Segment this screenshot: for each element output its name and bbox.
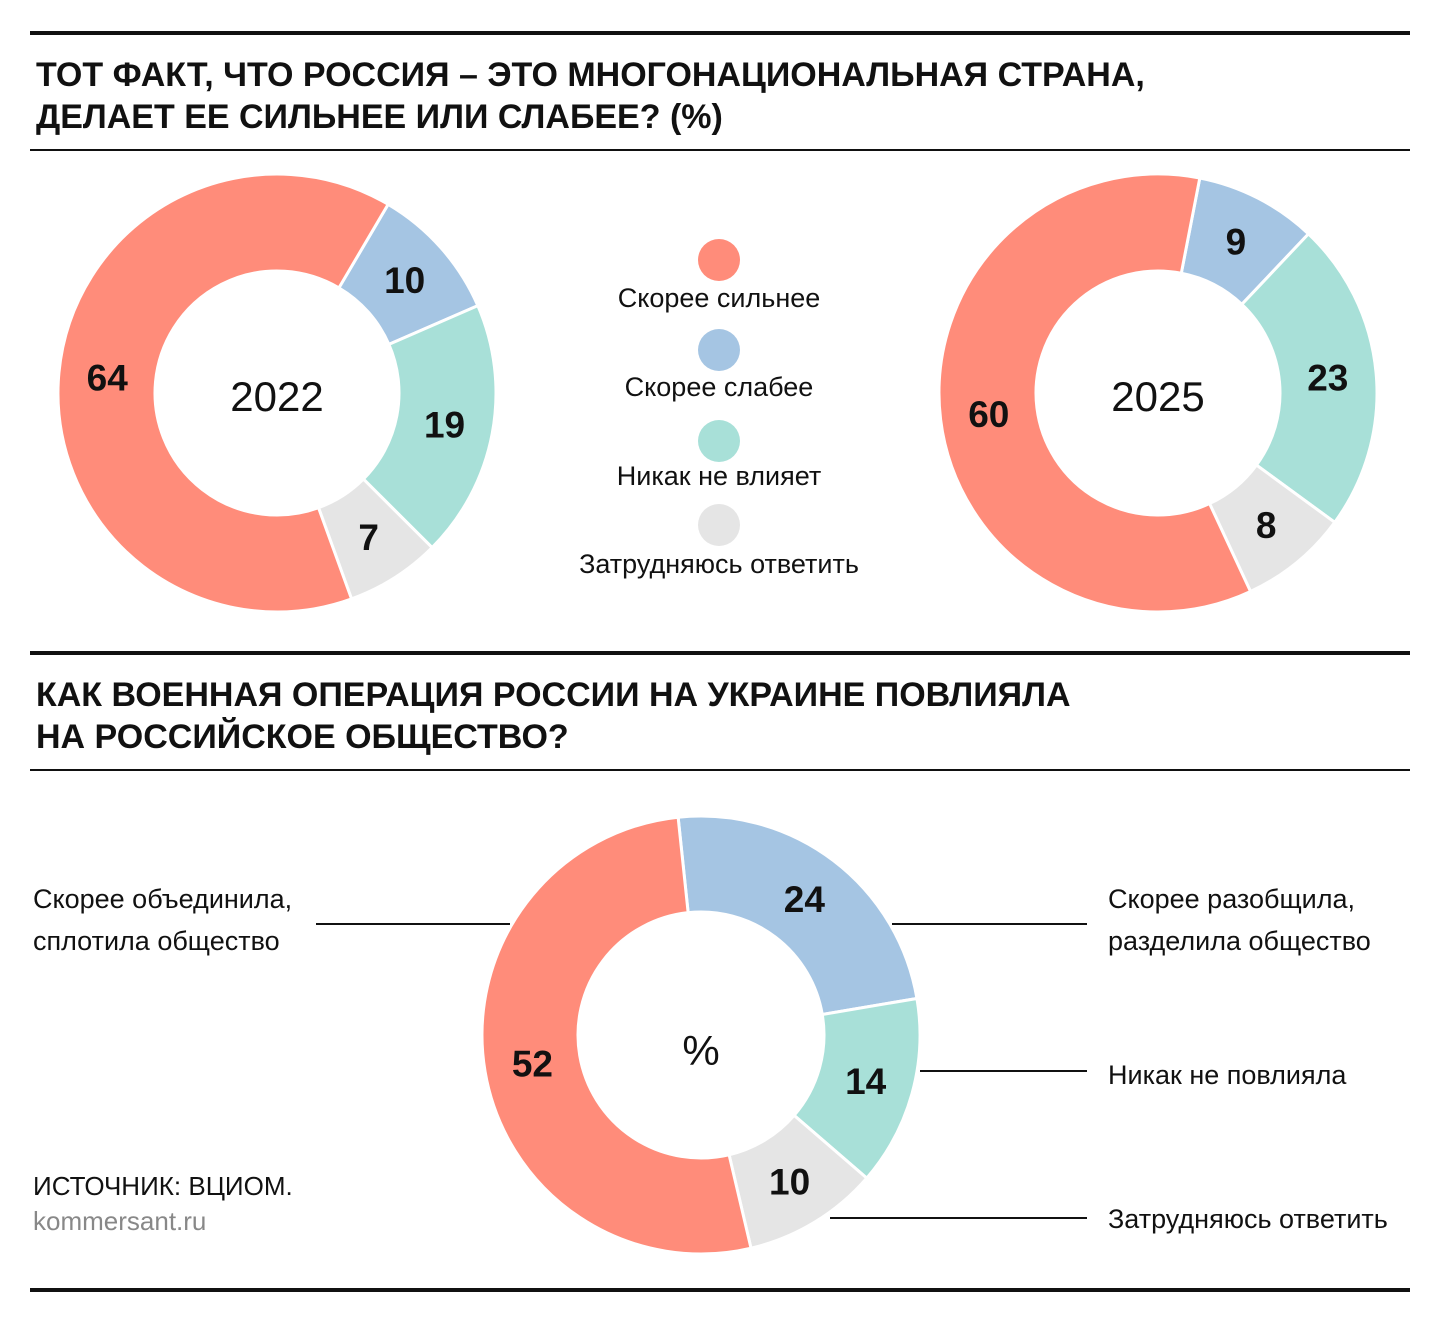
legend-swatch-unsure [698,504,740,546]
donut-center-label: % [682,1027,719,1074]
legend-label-unsure: Затрудняюсь ответить [579,549,859,579]
slice-weak [676,814,919,1017]
legend-label-none: Никак не влияет [617,461,821,491]
value-label-weak: 24 [784,879,826,920]
slice-none [1239,231,1379,525]
value-label-unsure: 8 [1256,505,1277,546]
top-rule [30,31,1410,35]
value-label-none: 14 [845,1061,887,1102]
section2-title-line1: КАК ВОЕННАЯ ОПЕРАЦИЯ РОССИИ НА УКРАИНЕ П… [36,676,1071,714]
section1-title-line1: ТОТ ФАКТ, ЧТО РОССИЯ – ЭТО МНОГОНАЦИОНАЛ… [36,56,1145,94]
donut-society: 24 14 10 52% [480,814,922,1256]
label-divided-line1: Скорее разобщила, [1108,884,1355,914]
value-label-none: 19 [424,405,465,446]
legend-label-weak: Скорее слабее [625,372,814,402]
slice-strong [56,172,391,614]
legend-swatch-none [698,420,740,462]
value-label-unsure: 10 [769,1161,810,1202]
legend: Скорее сильнее Скорее слабее Никак не вл… [579,239,859,579]
slice-none [361,303,498,550]
legend-swatch-weak [698,329,740,371]
slice-strong [480,815,753,1256]
site-text: kommersant.ru [33,1206,206,1236]
bottom-rule [30,1288,1410,1292]
legend-label-strong: Скорее сильнее [618,283,821,313]
donut-center-label: 2025 [1111,373,1204,420]
value-label-strong: 64 [87,357,129,398]
value-label-strong: 60 [968,394,1009,435]
source-text: ИСТОЧНИК: ВЦИОМ. [33,1171,293,1201]
legend-swatch-strong [698,239,740,281]
section2-title-line2: НА РОССИЙСКОЕ ОБЩЕСТВО? [36,717,569,756]
donut-2025: 9 23 8 60 2025 [937,172,1379,614]
label-divided-line2: разделила общество [1108,926,1371,956]
value-label-weak: 10 [384,260,425,301]
value-label-weak: 9 [1226,221,1247,262]
value-label-strong: 52 [512,1044,553,1085]
label-unsure: Затрудняюсь ответить [1108,1204,1388,1234]
label-united-line2: сплотила общество [33,926,280,956]
donut-center-label: 2022 [230,373,323,420]
section1-title-line2: ДЕЛАЕТ ЕЕ СИЛЬНЕЕ ИЛИ СЛАБЕЕ? (%) [36,98,723,136]
donut-2022: 10 19 7 64 2022 [56,172,498,614]
leader-lines [316,923,1087,1219]
section2-top-rule [30,651,1410,655]
value-label-none: 23 [1307,358,1348,399]
label-none: Никак не повлияла [1108,1060,1347,1090]
value-label-unsure: 7 [358,517,379,558]
slice-strong [937,172,1253,614]
label-united-line1: Скорее объединила, [33,884,292,914]
section2-rule [30,769,1410,771]
section1-rule [30,149,1410,151]
